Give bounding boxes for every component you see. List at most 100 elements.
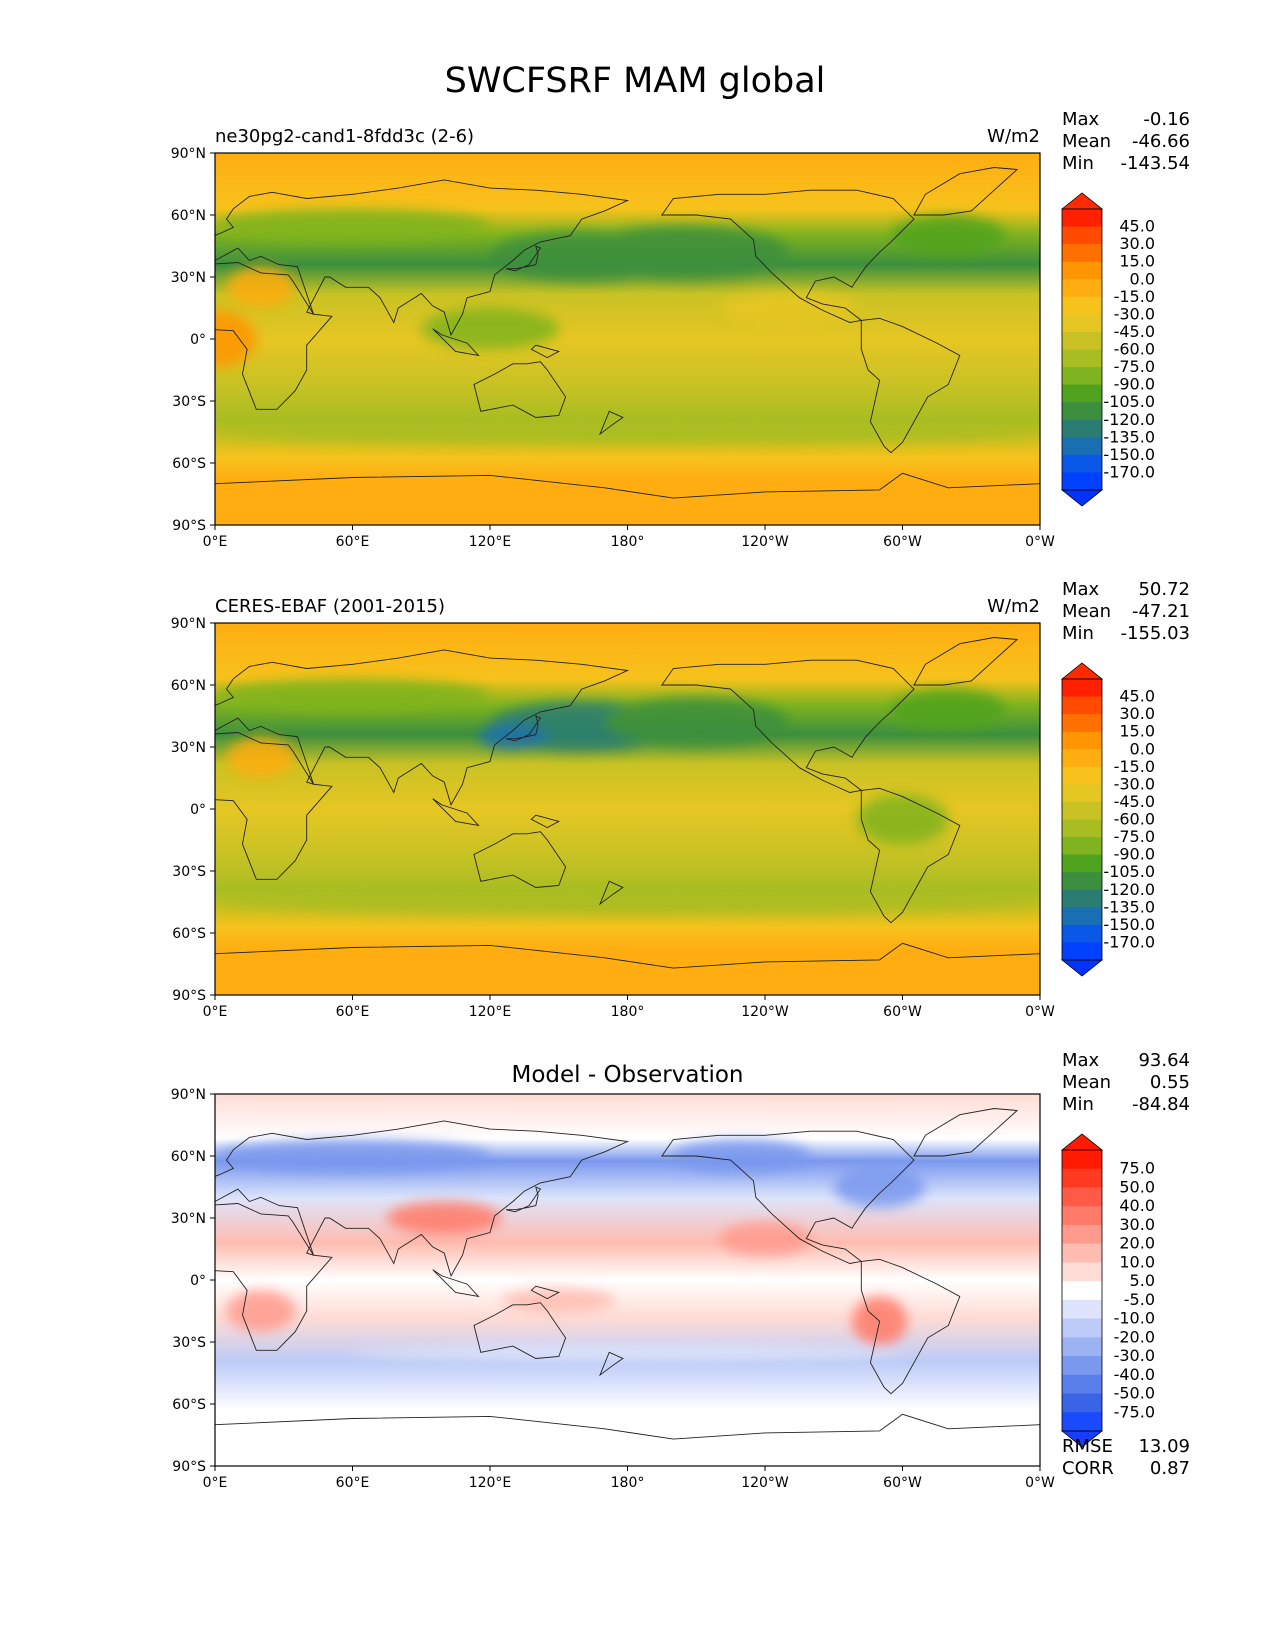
colorbar-segment (1062, 766, 1102, 785)
stat-value: 0.55 (1150, 1072, 1190, 1093)
colorbar-extend-max (1060, 192, 1104, 210)
colorbar: 75.050.040.030.020.010.05.0-5.0-10.0-20.… (1060, 1133, 1155, 1448)
colorbar-segment (1062, 454, 1102, 473)
colorbar-extend-min (1060, 959, 1104, 977)
y-tick-label: 0° (190, 332, 206, 348)
colorbar-tick-label: -5.0 (1124, 1290, 1155, 1309)
panel-1: 0°E 60°E 120°E 180° 120°W 60°W 0°W 90°N 60°N 30°N… (171, 109, 1190, 550)
colorbar-segment (1062, 437, 1102, 456)
y-tick-label: 60°N (171, 1149, 206, 1165)
colorbar-segment (1062, 226, 1102, 245)
colorbar-segment (1062, 714, 1102, 733)
y-tick-label: 30°S (172, 864, 206, 880)
colorbar-tick-label: -135.0 (1103, 427, 1155, 446)
stat-name: Min (1062, 623, 1094, 644)
colorbar-tick-label: -15.0 (1114, 757, 1155, 776)
colorbar-tick-label: -15.0 (1114, 287, 1155, 306)
x-tick-label: 60°W (883, 534, 922, 550)
coastlines (215, 167, 1040, 525)
units-label: W/m2 (987, 596, 1040, 617)
stat-name: RMSE (1062, 1436, 1113, 1457)
colorbar-segment (1062, 261, 1102, 280)
x-tick-label: 0°W (1025, 1004, 1055, 1020)
colorbar-segment (1062, 1243, 1102, 1263)
colorbar-tick-label: -135.0 (1103, 897, 1155, 916)
y-tick-label: 90°N (171, 146, 206, 162)
stat-value: -47.21 (1132, 601, 1190, 622)
stat-name: Max (1062, 1050, 1100, 1071)
x-tick-label: 0°E (203, 1004, 228, 1020)
colorbar-segment (1062, 942, 1102, 961)
panel-title: ne30pg2-cand1-8fdd3c (2-6) (215, 126, 474, 147)
stat-name: CORR (1062, 1458, 1114, 1479)
colorbar-tick-label: 20.0 (1119, 1234, 1155, 1253)
stat-value: -0.16 (1143, 109, 1190, 130)
colorbar-tick-label: 50.0 (1119, 1177, 1155, 1196)
x-tick-label: 120°W (741, 534, 789, 550)
field-map (215, 1094, 1040, 1466)
figure-title: SWCFSRF MAM global (445, 61, 826, 101)
stat-value: 50.72 (1138, 579, 1190, 600)
x-tick-label: 180° (611, 534, 645, 550)
colorbar-tick-label: -30.0 (1114, 304, 1155, 323)
colorbar: 45.030.015.00.0-15.0-30.0-45.0-60.0-75.0… (1060, 662, 1155, 977)
colorbar-segment (1062, 1337, 1102, 1357)
panel-title: Model - Observation (511, 1062, 743, 1088)
colorbar-segment (1062, 279, 1102, 298)
colorbar-tick-label: -20.0 (1114, 1327, 1155, 1346)
x-tick-label: 60°W (883, 1004, 922, 1020)
colorbar-tick-label: -90.0 (1114, 375, 1155, 394)
x-tick-label: 180° (611, 1475, 645, 1491)
y-tick-label: 90°N (171, 1087, 206, 1103)
x-tick-label: 0°E (203, 1475, 228, 1491)
colorbar-tick-label: 45.0 (1119, 687, 1155, 706)
colorbar-segment (1062, 854, 1102, 873)
x-tick-label: 120°E (469, 1004, 512, 1020)
field-map (215, 153, 1040, 525)
colorbar-segment (1062, 1281, 1102, 1301)
colorbar-tick-label: -50.0 (1114, 1384, 1155, 1403)
y-tick-label: 90°S (172, 518, 206, 534)
y-tick-label: 30°S (172, 1335, 206, 1351)
stat-value: -155.03 (1121, 623, 1190, 644)
colorbar-segment (1062, 731, 1102, 750)
stat-name: Mean (1062, 601, 1111, 622)
colorbar-tick-label: 30.0 (1119, 1215, 1155, 1234)
colorbar-segment (1062, 419, 1102, 438)
x-tick-label: 60°W (883, 1475, 922, 1491)
colorbar-segment (1062, 314, 1102, 333)
colorbar-segment (1062, 696, 1102, 715)
colorbar-segment (1062, 819, 1102, 838)
colorbar-segment (1062, 1393, 1102, 1413)
y-tick-label: 90°S (172, 988, 206, 1004)
colorbar-segment (1062, 872, 1102, 891)
colorbar-segment (1062, 472, 1102, 491)
stat-name: Max (1062, 109, 1100, 130)
stat-value: 0.87 (1150, 1458, 1190, 1479)
colorbar-tick-label: -75.0 (1114, 357, 1155, 376)
colorbar-tick-label: -105.0 (1103, 862, 1155, 881)
colorbar-tick-label: -120.0 (1103, 880, 1155, 899)
colorbar-segment (1062, 889, 1102, 908)
y-tick-label: 60°S (172, 456, 206, 472)
colorbar-extend-max (1060, 662, 1104, 680)
colorbar-segment (1062, 1299, 1102, 1320)
colorbar-tick-label: 45.0 (1119, 217, 1155, 236)
colorbar-segment (1062, 1206, 1102, 1226)
colorbar-segment (1062, 1412, 1102, 1432)
colorbar-segment (1062, 331, 1102, 350)
x-tick-label: 60°E (336, 534, 370, 550)
colorbar-tick-label: 30.0 (1119, 234, 1155, 253)
y-tick-label: 60°N (171, 208, 206, 224)
colorbar-tick-label: -60.0 (1114, 340, 1155, 359)
x-tick-label: 0°E (203, 534, 228, 550)
colorbar-tick-label: -170.0 (1103, 462, 1155, 481)
colorbar-tick-label: -150.0 (1103, 445, 1155, 464)
colorbar-tick-label: -90.0 (1114, 845, 1155, 864)
y-tick-label: 30°S (172, 394, 206, 410)
x-tick-label: 60°E (336, 1475, 370, 1491)
stat-value: -143.54 (1121, 153, 1190, 174)
colorbar-tick-label: 75.0 (1119, 1159, 1155, 1178)
colorbar-tick-label: -45.0 (1114, 322, 1155, 341)
